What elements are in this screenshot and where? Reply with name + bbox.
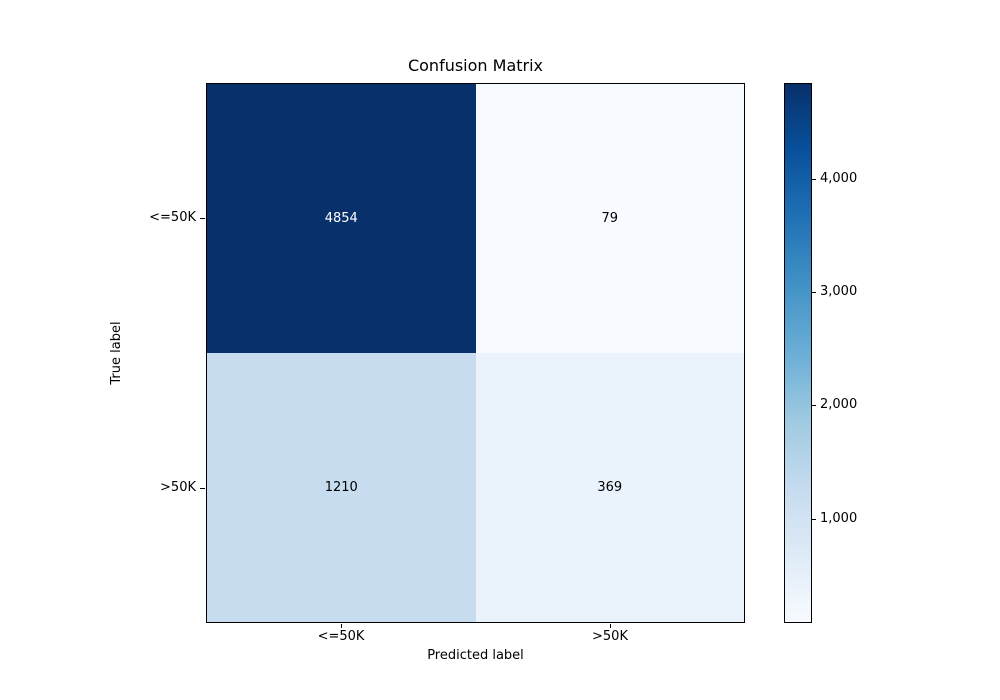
colorbar-tick-label-2000: 2,000 bbox=[820, 397, 858, 412]
cell-true-gt50k-pred-gt50k: 369 bbox=[475, 353, 744, 622]
cell-true-gt50k-pred-le50k: 1210 bbox=[207, 353, 476, 622]
colorbar-tick-label-3000: 3,000 bbox=[820, 284, 858, 299]
colorbar-gradient bbox=[784, 83, 812, 623]
xtick-label-gt50k: >50K bbox=[592, 629, 628, 644]
colorbar-tick-mark-1000 bbox=[812, 519, 816, 520]
ytick-label-gt50k: >50K bbox=[160, 480, 196, 495]
chart-title: Confusion Matrix bbox=[407, 56, 544, 75]
x-axis-label: Predicted label bbox=[427, 648, 524, 663]
colorbar-tick-mark-3000 bbox=[812, 292, 816, 293]
xtick-label-le50k: <=50K bbox=[317, 629, 365, 644]
colorbar-tick-label-4000: 4,000 bbox=[820, 171, 858, 186]
colorbar-tick-mark-2000 bbox=[812, 405, 816, 406]
y-axis-label: True label bbox=[109, 321, 124, 385]
ytick-mark-gt50k bbox=[200, 488, 205, 489]
xtick-mark-gt50k bbox=[610, 624, 611, 628]
cell-true-le50k-pred-le50k: 4854 bbox=[207, 84, 476, 353]
colorbar-tick-mark-4000 bbox=[812, 179, 816, 180]
xtick-mark-le50k bbox=[341, 624, 342, 628]
ytick-label-le50k: <=50K bbox=[149, 210, 196, 225]
cell-true-le50k-pred-gt50k: 79 bbox=[475, 84, 744, 353]
ytick-mark-le50k bbox=[200, 218, 205, 219]
heatmap-axes: 4854 79 1210 369 bbox=[206, 83, 745, 623]
colorbar-tick-label-1000: 1,000 bbox=[820, 511, 858, 526]
